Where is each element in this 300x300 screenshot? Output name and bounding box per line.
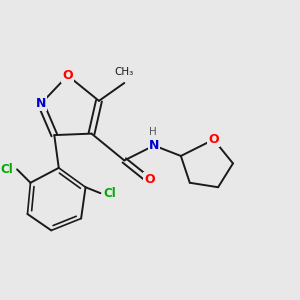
Text: H: H: [149, 127, 156, 137]
Text: O: O: [144, 173, 155, 186]
Text: Cl: Cl: [0, 163, 13, 176]
Text: Cl: Cl: [103, 187, 116, 200]
Text: CH₃: CH₃: [115, 67, 134, 77]
Text: O: O: [208, 133, 219, 146]
Text: N: N: [36, 97, 46, 110]
Text: O: O: [62, 69, 73, 82]
Text: N: N: [149, 139, 159, 152]
